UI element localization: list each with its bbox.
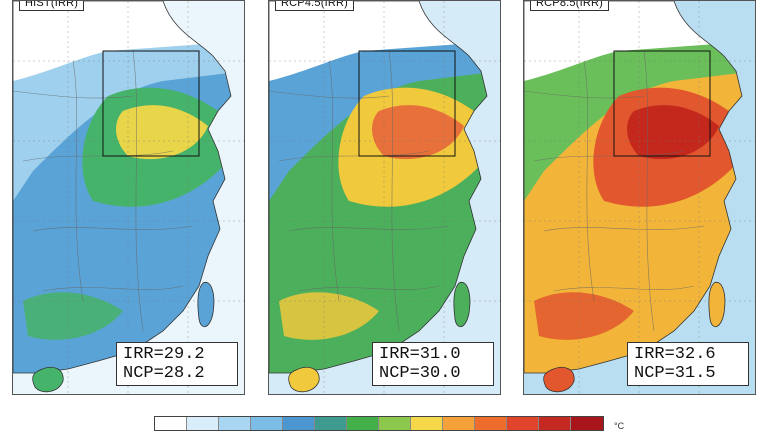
irr-value: IRR=32.6 <box>634 345 716 364</box>
ncp-value: NCP=31.5 <box>634 364 716 383</box>
colorbar-swatch <box>155 417 187 430</box>
graticule <box>524 1 755 394</box>
temperature-zone-south <box>23 292 123 340</box>
stats-box-rcp85: IRR=32.6 NCP=31.5 <box>627 342 749 386</box>
map-panel-hist: HIST(IRR) IRR=29.2 NCP=28.2 <box>12 0 245 395</box>
colorbar-swatch <box>411 417 443 430</box>
colorbar-swatch <box>251 417 283 430</box>
ncp-value: NCP=28.2 <box>123 364 205 383</box>
temperature-zone-south <box>279 292 379 340</box>
ncp-region-box <box>613 50 711 157</box>
irr-value: IRR=29.2 <box>123 345 205 364</box>
map-panel-rcp45: RCP4.5(IRR) IRR=31.0 NCP=30.0 <box>268 0 501 395</box>
hainan-island <box>543 367 575 393</box>
colorbar-swatch <box>443 417 475 430</box>
temperature-zone-hot <box>372 105 464 160</box>
colorbar-swatch <box>315 417 347 430</box>
hainan-island <box>288 367 320 393</box>
colorbar-swatch <box>187 417 219 430</box>
graticule <box>13 1 244 394</box>
map-panel-rcp85: RCP8.5(IRR) IRR=32.6 NCP=31.5 <box>523 0 756 395</box>
colorbar-unit: °C <box>614 421 625 431</box>
colorbar-swatch <box>219 417 251 430</box>
irr-value: IRR=31.0 <box>379 345 461 364</box>
province-boundaries <box>13 50 194 332</box>
temperature-zone-hot <box>627 105 719 160</box>
panel-title-hist: HIST(IRR) <box>19 1 85 11</box>
stats-box-hist: IRR=29.2 NCP=28.2 <box>116 342 238 386</box>
colorbar <box>154 416 604 431</box>
colorbar-swatch <box>507 417 539 430</box>
ncp-value: NCP=30.0 <box>379 364 461 383</box>
panel-title-rcp85: RCP8.5(IRR) <box>530 1 609 11</box>
taiwan-island <box>453 281 471 327</box>
panel-title-rcp45: RCP4.5(IRR) <box>275 1 354 11</box>
colorbar-swatch <box>539 417 571 430</box>
taiwan-island <box>197 281 215 327</box>
taiwan-island <box>708 281 726 327</box>
colorbar-swatch <box>283 417 315 430</box>
map-rcp85 <box>524 1 755 394</box>
map-hist <box>13 1 244 394</box>
colorbar-swatch <box>347 417 379 430</box>
colorbar-swatch <box>571 417 603 430</box>
temperature-zone-hot <box>116 105 208 160</box>
stats-box-rcp45: IRR=31.0 NCP=30.0 <box>372 342 494 386</box>
colorbar-swatch <box>475 417 507 430</box>
temperature-zone-central <box>68 200 143 250</box>
hainan-island <box>32 367 64 393</box>
land-field <box>13 1 231 373</box>
colorbar-swatch <box>379 417 411 430</box>
map-rcp45 <box>269 1 500 394</box>
temperature-zone-central <box>579 200 654 250</box>
ncp-region-box <box>102 50 200 157</box>
province-boundaries <box>524 50 705 332</box>
ncp-region-box <box>358 50 456 157</box>
province-boundaries <box>269 50 450 332</box>
temperature-zone-south <box>534 292 634 340</box>
graticule <box>269 1 500 394</box>
temperature-zone-central <box>324 200 399 250</box>
